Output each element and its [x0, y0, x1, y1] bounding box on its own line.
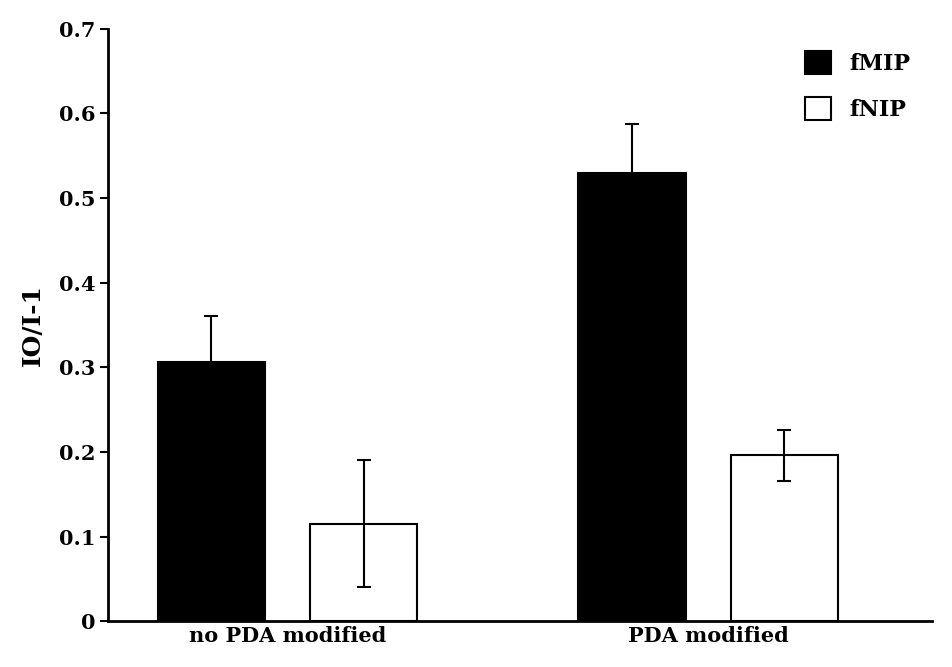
Bar	[157, 362, 265, 621]
Legend: fMIP, fNIP: fMIP, fNIP	[793, 40, 920, 132]
Bar	[578, 173, 685, 621]
Bar	[730, 456, 837, 621]
Bar	[309, 524, 417, 621]
Y-axis label: IO/I-1: IO/I-1	[21, 284, 45, 366]
